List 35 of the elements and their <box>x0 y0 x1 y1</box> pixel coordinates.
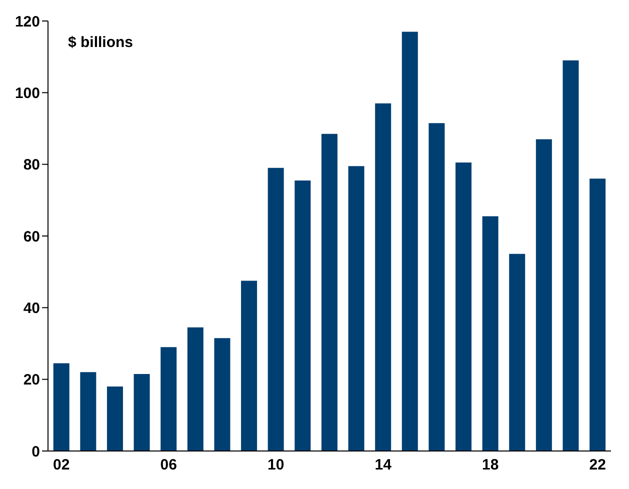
y-tick-label: 100 <box>14 84 40 102</box>
bar <box>482 216 498 451</box>
bar <box>590 178 606 451</box>
y-tick-label: 0 <box>32 443 40 460</box>
x-tick-label: 18 <box>482 456 499 474</box>
x-tick-label: 14 <box>374 456 392 474</box>
x-tick-label: 02 <box>53 456 70 474</box>
bar <box>268 168 284 451</box>
x-tick-label: 22 <box>589 456 606 474</box>
bar <box>375 103 392 451</box>
y-tick-label: 20 <box>23 372 40 389</box>
bar <box>80 372 96 451</box>
bar <box>348 166 364 451</box>
x-tick-label: 06 <box>160 456 177 474</box>
y-tick-label: 80 <box>23 156 40 174</box>
bar <box>134 374 150 451</box>
bar <box>187 327 204 451</box>
bar <box>53 363 70 451</box>
bar <box>106 386 123 451</box>
bar <box>456 162 472 451</box>
bar <box>160 347 177 451</box>
bar <box>428 123 445 451</box>
y-tick-label: 40 <box>23 300 40 317</box>
bar <box>402 32 418 451</box>
bar <box>509 254 526 451</box>
y-tick-label: 60 <box>23 228 40 246</box>
bar <box>214 338 230 451</box>
bar <box>321 134 338 451</box>
bar <box>294 180 311 451</box>
bar <box>241 280 258 451</box>
y-axis-title: $ billions <box>68 34 134 51</box>
x-tick-label: 10 <box>268 456 284 474</box>
bar <box>536 139 552 451</box>
bar <box>562 60 579 451</box>
y-tick-label: 120 <box>14 13 40 30</box>
